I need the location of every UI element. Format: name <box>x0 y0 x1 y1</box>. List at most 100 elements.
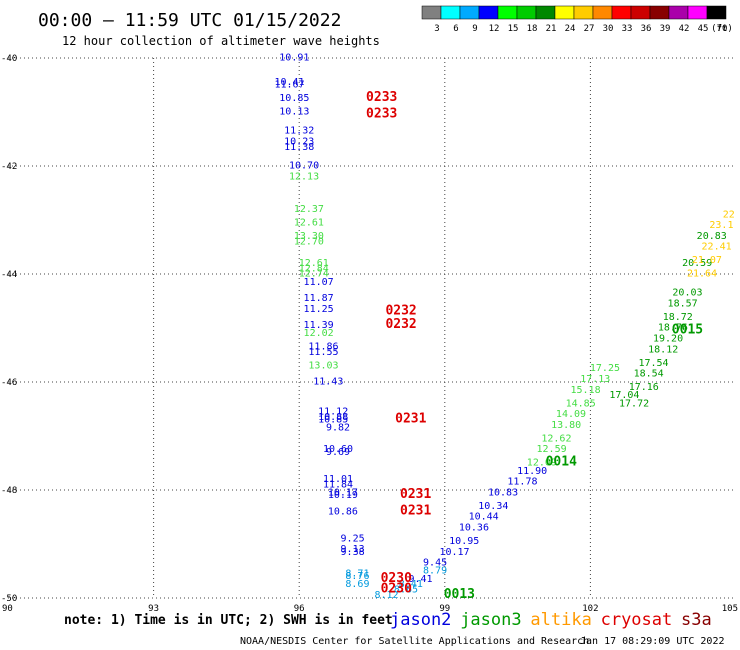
x-tick-label: 99 <box>439 604 450 614</box>
wave-height-point: 12.84 <box>299 263 329 274</box>
x-tick-label: 90 <box>2 604 13 614</box>
wave-height-point: 10.88 <box>318 412 348 423</box>
wave-height-point: 11.39 <box>304 320 334 331</box>
wave-height-point: 19.20 <box>653 334 683 345</box>
pass-time-label: 0232 <box>385 304 416 319</box>
colorbar-swatch <box>687 5 708 20</box>
colorbar-level-label: 12 <box>489 24 500 34</box>
pass-time-label: 0231 <box>395 412 426 427</box>
wave-height-point: 12.61 <box>299 258 329 269</box>
wave-height-point: 17.72 <box>619 398 649 409</box>
wave-height-point: 10.44 <box>469 512 499 523</box>
wave-height-point: 21.64 <box>687 269 717 280</box>
wave-height-point: 10.60 <box>323 444 353 455</box>
colorbar-swatch <box>440 5 461 20</box>
colorbar-swatch <box>554 5 575 20</box>
wave-height-point: 12.61 <box>294 217 324 228</box>
wave-height-point: 22.41 <box>702 242 732 253</box>
wave-height-point: 20.83 <box>697 231 727 242</box>
colorbar-level-label: 18 <box>527 24 538 34</box>
wave-height-point: 11.12 <box>318 406 348 417</box>
wave-height-point: 9.82 <box>326 423 350 434</box>
colorbar-swatch <box>630 5 651 20</box>
y-tick-label: -48 <box>1 486 17 496</box>
wave-height-point: 11.78 <box>507 477 537 488</box>
wave-height-point: 12.37 <box>294 204 324 215</box>
colorbar-legend: 3 6 9 12 15 18 21 24 27 30 33 36 39 42 45 70(ft) <box>421 5 733 34</box>
wave-height-point: 13.03 <box>308 361 338 372</box>
wave-height-point: 9.25 <box>341 533 365 544</box>
colorbar-level-label: 6 <box>453 24 458 34</box>
wave-height-point: 8.65 <box>394 585 418 596</box>
pass-time-label: 0230 <box>381 571 412 586</box>
colorbar-level-label: 33 <box>622 24 633 34</box>
wave-height-point: 10.86 <box>328 506 358 517</box>
wave-height-point: 8.76 <box>345 571 369 582</box>
wave-height-point: 18.54 <box>634 369 664 380</box>
wave-height-point: 18.72 <box>663 312 693 323</box>
wave-height-point: 11.43 <box>313 377 343 388</box>
pass-time-label: 0013 <box>444 587 475 602</box>
legend-jason3: jason3 <box>460 610 521 630</box>
wave-height-point: 12.62 <box>541 433 571 444</box>
wave-height-point: 10.83 <box>488 487 518 498</box>
wave-height-point: 10.70 <box>289 161 319 172</box>
wave-height-point: 12.02 <box>304 328 334 339</box>
colorbar-level-label: 9 <box>472 24 477 34</box>
satellite-legend: jason2 jason3 altika cryosat s3a <box>390 610 712 630</box>
pass-time-label: 0231 <box>400 487 431 502</box>
wave-height-point: 17.54 <box>638 358 668 369</box>
y-tick-label: -40 <box>1 54 17 64</box>
pass-time-label: 0231 <box>400 503 431 518</box>
wave-height-point: 12.13 <box>289 172 319 183</box>
wave-height-point: 18.76 <box>658 323 688 334</box>
legend-s3a: s3a <box>681 610 712 630</box>
wave-height-point: 10.19 <box>328 490 358 501</box>
colorbar-swatch <box>668 5 689 20</box>
pass-time-label: 0230 <box>381 582 412 597</box>
wave-height-point: 17.25 <box>590 363 620 374</box>
legend-jason2: jason2 <box>390 610 451 630</box>
wave-height-point: 8.12 <box>375 590 399 601</box>
wave-height-point: 11.90 <box>517 466 547 477</box>
wave-height-point: 20.59 <box>682 258 712 269</box>
x-tick-label: 105 <box>722 604 738 614</box>
colorbar-level-label: 27 <box>584 24 595 34</box>
colorbar-swatch <box>592 5 613 20</box>
axis-ticks: 90 93 96 99 102 105 -40 -42 -44 -46 -48 -50 <box>1 54 738 614</box>
colorbar-level-label: 24 <box>565 24 576 34</box>
wave-height-point: 10.85 <box>279 93 309 104</box>
colorbar-level-label: 15 <box>508 24 519 34</box>
wave-height-point: 14.09 <box>556 409 586 420</box>
wave-height-point: 8.71 <box>345 568 369 579</box>
wave-height-point: 17.16 <box>629 382 659 393</box>
wave-height-point: 12.74 <box>299 269 329 280</box>
wave-height-point: 13.30 <box>294 231 324 242</box>
chart-subtitle: 12 hour collection of altimeter wave hei… <box>62 34 380 48</box>
wave-height-point: 10.23 <box>284 136 314 147</box>
wave-height-point: 15.18 <box>570 385 600 396</box>
colorbar-unit: (ft) <box>711 24 733 34</box>
pass-time-label: 0233 <box>366 106 397 121</box>
colorbar-level-label: 36 <box>641 24 652 34</box>
wave-height-point: 14.85 <box>566 398 596 409</box>
wave-height-point: 10.85 <box>318 415 348 426</box>
wave-height-point: 9.41 <box>408 574 432 585</box>
wave-height-point: 20.03 <box>672 288 702 299</box>
wave-height-point: 12.09 <box>527 458 557 469</box>
pass-time-label: 0233 <box>366 90 397 105</box>
wave-height-point: 11.87 <box>304 293 334 304</box>
time-labels: 0233023302320232023102310231023002300015… <box>366 90 703 602</box>
colorbar-swatch <box>706 5 727 20</box>
colorbar-swatch <box>497 5 518 20</box>
y-tick-label: -44 <box>1 270 17 280</box>
wave-height-point: 21.07 <box>692 255 722 266</box>
wave-height-point: 10.91 <box>279 53 309 64</box>
x-tick-label: 96 <box>294 604 305 614</box>
wave-height-point: 11.01 <box>323 474 353 485</box>
y-tick-label: -42 <box>1 162 17 172</box>
wave-height-point: 11.86 <box>308 342 338 353</box>
wave-height-point: 11.07 <box>304 277 334 288</box>
wave-height-point: 12.59 <box>537 444 567 455</box>
